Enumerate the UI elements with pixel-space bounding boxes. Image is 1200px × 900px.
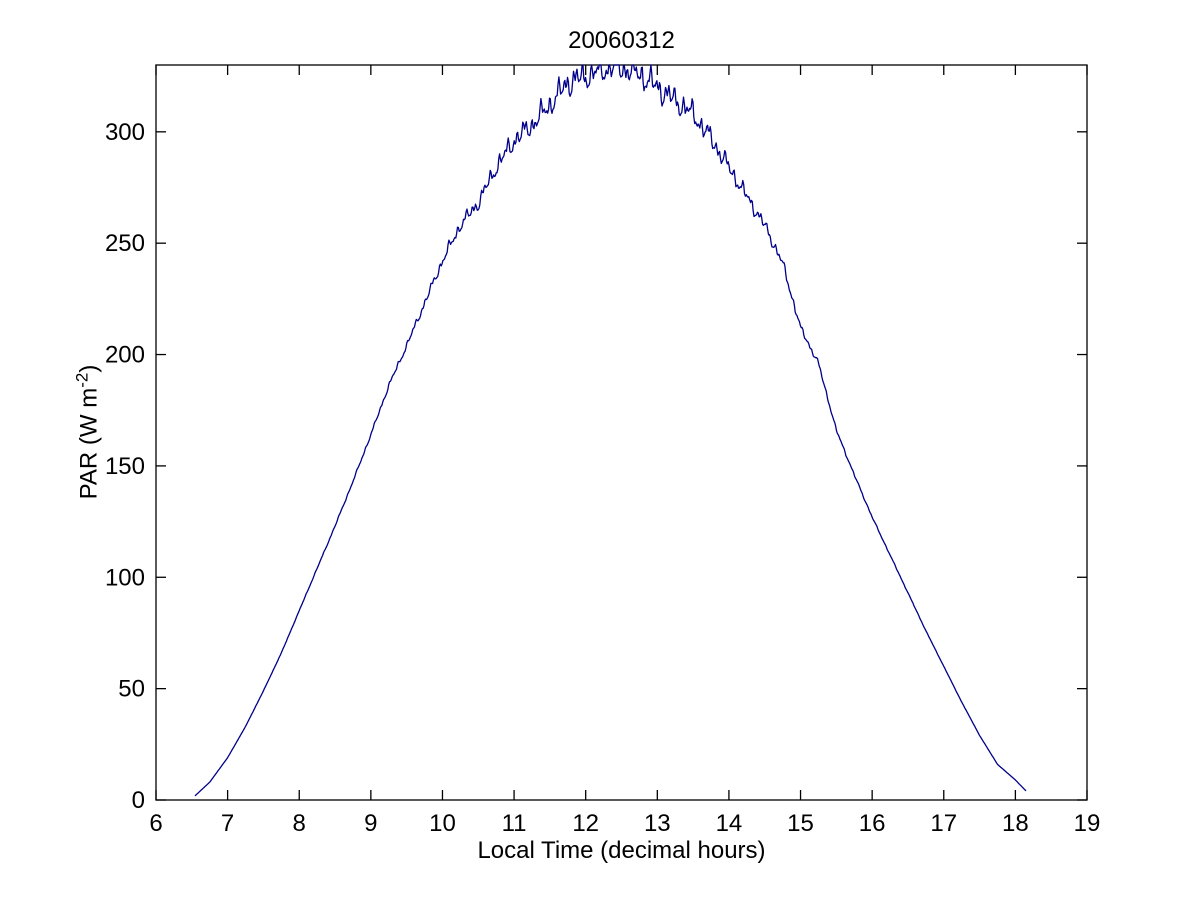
y-tick-label: 100 bbox=[105, 564, 145, 591]
x-tick-label: 12 bbox=[572, 810, 599, 837]
y-tick-label: 250 bbox=[105, 230, 145, 257]
y-axis-label-superscript: -2 bbox=[72, 372, 92, 388]
y-tick-label: 300 bbox=[105, 119, 145, 146]
y-tick-label: 150 bbox=[105, 453, 145, 480]
x-tick-label: 13 bbox=[644, 810, 671, 837]
x-tick-label: 19 bbox=[1074, 810, 1101, 837]
x-tick-label: 11 bbox=[502, 810, 527, 837]
x-tick-label: 6 bbox=[149, 810, 162, 837]
y-tick-label: 50 bbox=[118, 676, 145, 703]
par-data-line bbox=[194, 64, 1027, 797]
y-axis-label: PAR (W m-2) bbox=[73, 365, 104, 500]
x-tick-label: 18 bbox=[1002, 810, 1029, 837]
x-tick-label: 15 bbox=[787, 810, 814, 837]
x-tick-label: 16 bbox=[859, 810, 886, 837]
y-tick-label: 0 bbox=[132, 787, 145, 814]
x-tick-label: 14 bbox=[716, 810, 743, 837]
x-tick-label: 7 bbox=[221, 810, 234, 837]
x-tick-label: 9 bbox=[364, 810, 377, 837]
y-axis-label-close: ) bbox=[75, 364, 103, 373]
x-tick-label: 8 bbox=[293, 810, 306, 837]
y-axis-label-base: PAR (W m bbox=[75, 387, 103, 500]
x-tick-label: 17 bbox=[930, 810, 957, 837]
x-axis-label: Local Time (decimal hours) bbox=[477, 837, 766, 864]
y-tick-label: 200 bbox=[105, 342, 145, 369]
axes-box bbox=[155, 64, 1088, 801]
x-tick-label: 10 bbox=[429, 810, 456, 837]
chart-title: 20060312 bbox=[568, 27, 675, 54]
